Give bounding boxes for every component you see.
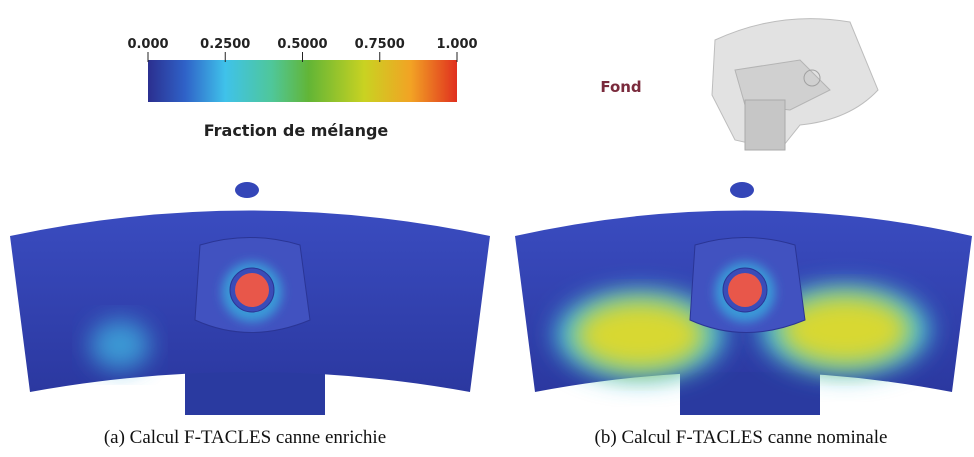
- tick-label: 0.000: [127, 37, 168, 52]
- colorbar-ticks: 0.000 0.2500 0.5000 0.7500 1.000: [127, 37, 478, 62]
- simulation-panel-a: [10, 182, 490, 415]
- caption: (b) Calcul F-TACLES canne nominale: [595, 427, 888, 448]
- caption: (a) Calcul F-TACLES canne enrichie: [104, 427, 386, 448]
- thumbnail: [711, 18, 879, 151]
- tick-label: 0.2500: [200, 37, 250, 52]
- view-label: Fond: [600, 78, 641, 96]
- simulation-panel-b: [515, 182, 972, 415]
- tick-label: 0.5000: [277, 37, 327, 52]
- colorbar: [148, 60, 457, 102]
- tick-label: 1.000: [436, 37, 477, 52]
- colorbar-label: Fraction de mélange: [204, 121, 389, 140]
- tick-label: 0.7500: [355, 37, 405, 52]
